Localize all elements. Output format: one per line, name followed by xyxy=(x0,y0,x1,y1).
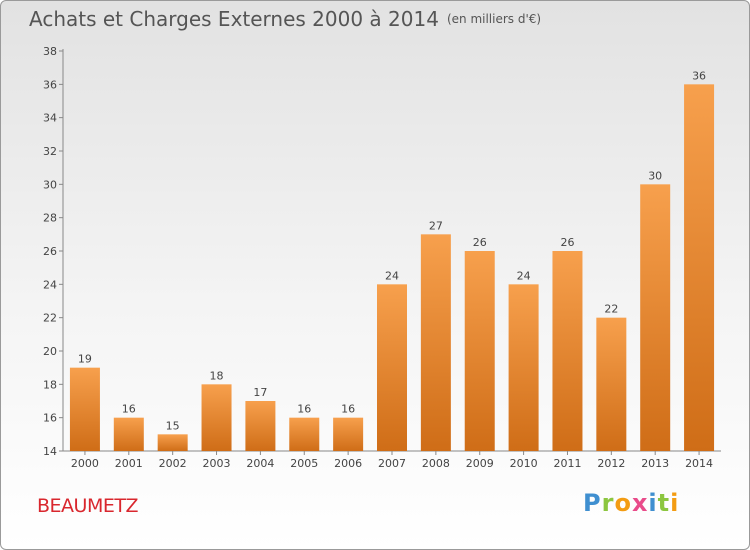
bar-value-label: 26 xyxy=(560,236,574,249)
bar xyxy=(69,367,100,451)
y-tick-label: 34 xyxy=(43,112,57,125)
y-tick-label: 38 xyxy=(43,45,57,58)
bar xyxy=(552,251,583,451)
y-tick-label: 36 xyxy=(43,78,57,91)
bar-value-label: 15 xyxy=(166,419,180,432)
bar xyxy=(245,401,276,451)
bar xyxy=(201,384,232,451)
y-tick-label: 32 xyxy=(43,145,57,158)
bar-value-label: 16 xyxy=(297,403,311,416)
bar xyxy=(508,284,539,451)
x-tick-label: 2014 xyxy=(685,457,713,470)
bar xyxy=(640,184,671,452)
bar xyxy=(420,234,451,451)
y-tick-label: 22 xyxy=(43,312,57,325)
bar-value-label: 26 xyxy=(473,236,487,249)
x-tick-label: 2011 xyxy=(553,457,581,470)
x-tick-label: 2007 xyxy=(378,457,406,470)
bar-value-label: 16 xyxy=(341,403,355,416)
x-tick-label: 2013 xyxy=(641,457,669,470)
bar-value-label: 24 xyxy=(385,269,399,282)
proxiti-logo[interactable]: Proxiti xyxy=(583,489,680,517)
bar-value-label: 16 xyxy=(122,403,136,416)
bar-value-label: 27 xyxy=(429,219,443,232)
bar xyxy=(289,417,320,451)
y-tick-label: 18 xyxy=(43,378,57,391)
bar xyxy=(684,84,715,451)
chart-title-text: Achats et Charges Externes 2000 à 2014 xyxy=(29,7,439,31)
bar xyxy=(377,284,407,451)
y-tick-label: 14 xyxy=(43,445,57,458)
bar-value-label: 19 xyxy=(78,353,92,366)
x-tick-label: 2012 xyxy=(597,457,625,470)
bar xyxy=(113,417,144,451)
bar xyxy=(333,417,364,451)
chart-title: Achats et Charges Externes 2000 à 2014 (e… xyxy=(29,7,541,31)
bar xyxy=(464,251,495,451)
x-tick-label: 2001 xyxy=(115,457,143,470)
bar-value-label: 24 xyxy=(517,269,531,282)
x-tick-label: 2005 xyxy=(290,457,318,470)
x-tick-label: 2002 xyxy=(159,457,187,470)
bar-value-label: 17 xyxy=(253,386,267,399)
y-tick-label: 28 xyxy=(43,212,57,225)
y-tick-label: 16 xyxy=(43,412,57,425)
y-tick-label: 30 xyxy=(43,178,57,191)
x-tick-label: 2003 xyxy=(203,457,231,470)
chart-unit: (en milliers d'€) xyxy=(446,12,542,26)
x-tick-label: 2010 xyxy=(510,457,538,470)
bar-value-label: 30 xyxy=(648,169,662,182)
y-tick-label: 24 xyxy=(43,278,57,291)
bar-value-label: 18 xyxy=(210,369,224,382)
bar-value-label: 36 xyxy=(692,69,706,82)
x-tick-label: 2008 xyxy=(422,457,450,470)
x-tick-label: 2009 xyxy=(466,457,494,470)
bar-value-label: 22 xyxy=(604,303,618,316)
x-tick-label: 2000 xyxy=(71,457,99,470)
y-tick-label: 20 xyxy=(43,345,57,358)
x-tick-label: 2004 xyxy=(246,457,274,470)
commune-name: BEAUMETZ xyxy=(37,495,138,517)
x-tick-label: 2006 xyxy=(334,457,362,470)
bar xyxy=(596,317,627,451)
bar xyxy=(157,434,188,451)
y-tick-label: 26 xyxy=(43,245,57,258)
